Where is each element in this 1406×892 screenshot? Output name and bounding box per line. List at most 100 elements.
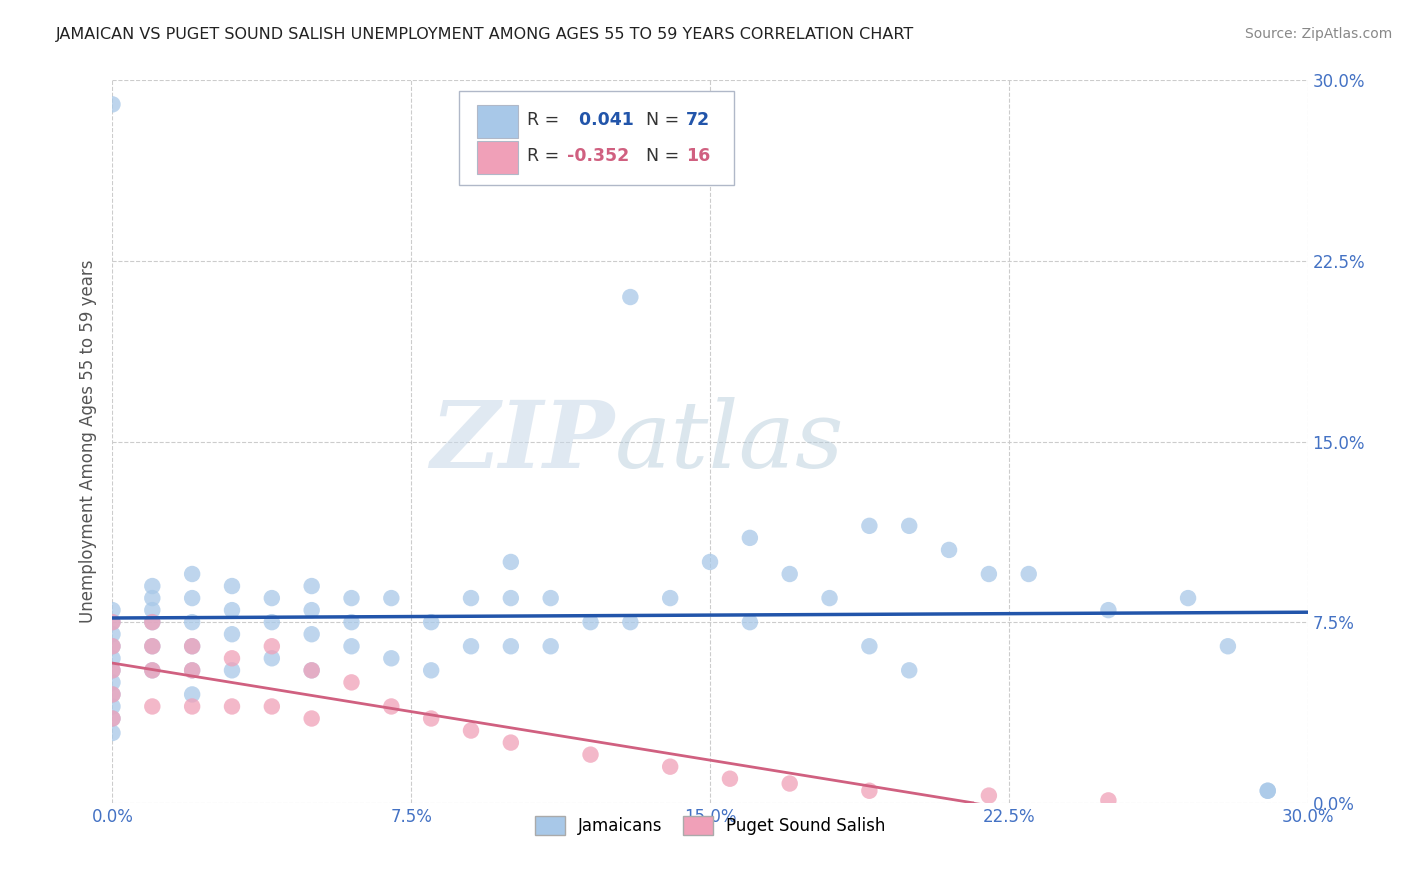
Point xyxy=(181,591,204,605)
Point xyxy=(181,664,204,678)
FancyBboxPatch shape xyxy=(477,105,517,138)
Point xyxy=(181,664,204,678)
Point xyxy=(977,789,1000,803)
Point xyxy=(141,603,163,617)
Point xyxy=(659,760,682,774)
Text: 16: 16 xyxy=(686,147,710,165)
Point xyxy=(738,615,761,630)
Point xyxy=(101,687,124,701)
Point xyxy=(141,639,163,653)
Point xyxy=(499,591,522,605)
Point xyxy=(460,591,482,605)
Point xyxy=(221,627,243,641)
Point xyxy=(420,664,443,678)
Point xyxy=(340,675,363,690)
Point xyxy=(221,664,243,678)
Text: ZIP: ZIP xyxy=(430,397,614,486)
Point xyxy=(540,591,562,605)
Point xyxy=(301,603,323,617)
Point xyxy=(718,772,741,786)
Point xyxy=(619,290,641,304)
Point xyxy=(101,699,124,714)
Point xyxy=(101,627,124,641)
Text: Source: ZipAtlas.com: Source: ZipAtlas.com xyxy=(1244,27,1392,41)
Point xyxy=(579,747,602,762)
Point xyxy=(301,664,323,678)
Point xyxy=(858,639,880,653)
Point xyxy=(460,639,482,653)
Point xyxy=(499,555,522,569)
Point xyxy=(499,639,522,653)
Point xyxy=(181,639,204,653)
Point xyxy=(101,712,124,726)
Point xyxy=(540,639,562,653)
Point xyxy=(420,615,443,630)
Point xyxy=(101,615,124,630)
Point xyxy=(1216,639,1239,653)
Point xyxy=(221,699,243,714)
Text: R =: R = xyxy=(527,147,565,165)
Text: atlas: atlas xyxy=(614,397,844,486)
Point xyxy=(340,639,363,653)
Point xyxy=(101,675,124,690)
Text: 72: 72 xyxy=(686,111,710,129)
Point xyxy=(340,591,363,605)
Point xyxy=(1177,591,1199,605)
Point xyxy=(141,579,163,593)
Point xyxy=(141,639,163,653)
Text: N =: N = xyxy=(634,147,685,165)
Point xyxy=(420,712,443,726)
Point xyxy=(1097,793,1119,807)
Text: N =: N = xyxy=(634,111,685,129)
Point xyxy=(101,639,124,653)
Point xyxy=(221,579,243,593)
Point xyxy=(898,518,921,533)
Point xyxy=(1018,567,1040,582)
Point xyxy=(181,615,204,630)
Point xyxy=(1257,784,1279,798)
Point xyxy=(301,627,323,641)
Point xyxy=(659,591,682,605)
Point xyxy=(738,531,761,545)
Point xyxy=(858,784,880,798)
Point xyxy=(938,542,960,557)
Point xyxy=(818,591,841,605)
Point xyxy=(380,651,402,665)
Point xyxy=(260,699,283,714)
Point xyxy=(340,615,363,630)
Point xyxy=(699,555,721,569)
Point xyxy=(260,639,283,653)
Point xyxy=(181,567,204,582)
Point xyxy=(101,603,124,617)
Point xyxy=(579,615,602,630)
FancyBboxPatch shape xyxy=(458,91,734,185)
Point xyxy=(101,639,124,653)
Text: -0.352: -0.352 xyxy=(567,147,628,165)
Point xyxy=(101,712,124,726)
Point xyxy=(380,699,402,714)
Point xyxy=(460,723,482,738)
Point xyxy=(141,615,163,630)
Text: R =: R = xyxy=(527,111,565,129)
Point xyxy=(898,664,921,678)
Point xyxy=(858,518,880,533)
Point xyxy=(101,97,124,112)
Point xyxy=(301,664,323,678)
Point xyxy=(499,735,522,749)
Point xyxy=(977,567,1000,582)
Point xyxy=(380,591,402,605)
Point xyxy=(1097,603,1119,617)
Point xyxy=(141,615,163,630)
Point xyxy=(101,664,124,678)
Point xyxy=(101,615,124,630)
Point xyxy=(221,651,243,665)
Point xyxy=(221,603,243,617)
Legend: Jamaicans, Puget Sound Salish: Jamaicans, Puget Sound Salish xyxy=(529,809,891,841)
Point xyxy=(301,712,323,726)
Text: 0.041: 0.041 xyxy=(572,111,634,129)
Point xyxy=(141,699,163,714)
Point xyxy=(101,651,124,665)
Point xyxy=(260,591,283,605)
Point xyxy=(101,664,124,678)
Point xyxy=(260,615,283,630)
